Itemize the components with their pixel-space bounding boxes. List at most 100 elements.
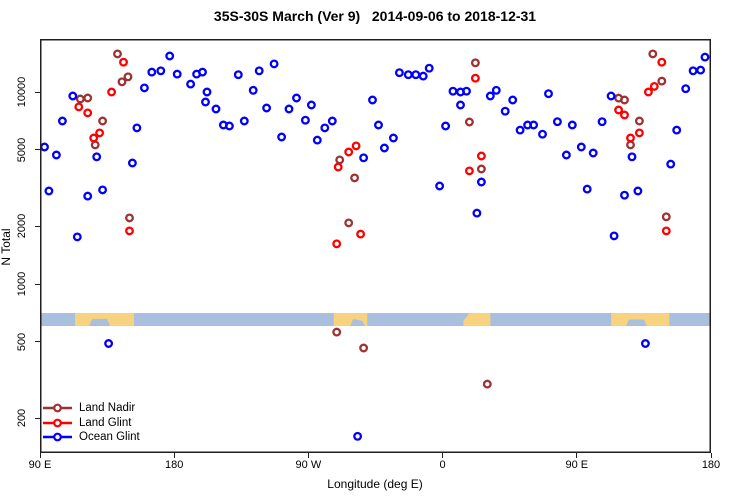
data-point bbox=[95, 128, 105, 138]
y-tick-label: 5000 bbox=[16, 137, 28, 163]
data-point bbox=[614, 105, 624, 115]
data-point bbox=[72, 232, 82, 242]
x-tick-mark bbox=[307, 453, 309, 458]
data-point bbox=[123, 72, 133, 82]
data-point bbox=[643, 87, 653, 97]
x-tick-mark bbox=[710, 453, 712, 458]
data-point bbox=[327, 116, 337, 126]
data-point bbox=[661, 226, 671, 236]
legend-marker-icon bbox=[43, 432, 72, 442]
data-point bbox=[627, 152, 637, 162]
data-point bbox=[374, 120, 383, 130]
data-point bbox=[424, 63, 434, 73]
data-point bbox=[700, 52, 710, 62]
data-point bbox=[491, 85, 501, 95]
data-point bbox=[657, 76, 667, 86]
data-point bbox=[147, 67, 157, 77]
y-tick-mark bbox=[35, 283, 40, 285]
data-point bbox=[57, 116, 67, 126]
data-point bbox=[620, 110, 629, 120]
data-point bbox=[544, 89, 553, 99]
data-point bbox=[306, 100, 316, 110]
legend-label: Ocean Glint bbox=[79, 431, 140, 444]
data-point bbox=[661, 212, 671, 222]
data-point bbox=[119, 57, 128, 67]
data-point bbox=[500, 106, 510, 116]
data-point bbox=[269, 59, 279, 69]
plot-border bbox=[40, 39, 711, 453]
x-tick-mark bbox=[442, 453, 444, 458]
data-point bbox=[98, 116, 108, 126]
data-point bbox=[344, 218, 354, 228]
y-tick-label: 1000 bbox=[16, 271, 28, 297]
data-point bbox=[320, 123, 330, 133]
data-point bbox=[359, 153, 369, 163]
data-point bbox=[51, 150, 61, 160]
data-point bbox=[657, 57, 667, 67]
legend-label: Land Glint bbox=[79, 416, 132, 429]
y-tick-label: 200 bbox=[16, 409, 28, 428]
plot-area bbox=[40, 39, 711, 453]
legend-label: Land Nadir bbox=[79, 402, 136, 415]
data-point bbox=[567, 120, 577, 130]
data-point bbox=[462, 86, 471, 96]
data-point bbox=[239, 116, 249, 126]
data-point bbox=[248, 85, 258, 95]
data-point bbox=[201, 97, 210, 107]
data-point bbox=[113, 49, 122, 59]
x-tick-mark bbox=[576, 453, 578, 458]
data-point bbox=[292, 93, 301, 103]
data-point bbox=[332, 239, 342, 249]
data-point bbox=[262, 103, 272, 113]
data-point bbox=[233, 70, 243, 80]
data-point bbox=[211, 104, 221, 114]
data-point bbox=[202, 87, 212, 97]
data-point bbox=[139, 83, 149, 93]
data-point bbox=[333, 162, 343, 172]
map-strip-coast-notch bbox=[350, 318, 366, 326]
data-point bbox=[666, 159, 676, 169]
data-point bbox=[441, 121, 451, 131]
data-point bbox=[529, 120, 539, 130]
map-strip-coast-notch bbox=[463, 313, 470, 321]
y-tick-mark bbox=[35, 149, 40, 151]
data-point bbox=[89, 133, 99, 143]
data-point bbox=[561, 150, 571, 160]
data-point bbox=[117, 77, 127, 87]
data-point bbox=[582, 184, 592, 194]
data-point bbox=[464, 166, 474, 176]
data-point bbox=[198, 67, 207, 77]
data-point bbox=[351, 141, 361, 151]
legend: Land Nadir Land Glint Ocean Glint bbox=[42, 401, 140, 445]
data-point bbox=[74, 102, 84, 112]
data-point bbox=[626, 140, 635, 150]
data-point bbox=[614, 93, 624, 103]
data-point bbox=[224, 121, 234, 131]
x-tick-mark bbox=[173, 453, 175, 458]
data-point bbox=[68, 91, 78, 101]
data-point bbox=[359, 343, 369, 353]
data-point bbox=[508, 95, 518, 105]
y-tick-label: 2000 bbox=[16, 213, 28, 239]
data-point bbox=[482, 379, 492, 389]
data-point bbox=[472, 208, 482, 218]
data-point bbox=[394, 68, 404, 78]
data-point bbox=[435, 181, 445, 191]
page-title: 35S-30S March (Ver 9) 2014-09-06 to 2018… bbox=[213, 8, 537, 24]
x-axis-title: Longitude (deg E) bbox=[327, 477, 423, 491]
data-point bbox=[476, 177, 486, 187]
data-point bbox=[620, 190, 629, 200]
data-point bbox=[448, 86, 458, 96]
data-point bbox=[403, 70, 413, 80]
data-point bbox=[356, 229, 366, 239]
data-point bbox=[98, 185, 108, 195]
data-point bbox=[626, 133, 635, 143]
data-point bbox=[83, 93, 93, 103]
data-point bbox=[609, 231, 619, 241]
y-tick-mark bbox=[35, 341, 40, 343]
data-point bbox=[552, 117, 562, 127]
x-tick-label: 90 E bbox=[28, 459, 52, 471]
data-point bbox=[634, 128, 644, 138]
data-point bbox=[75, 94, 85, 104]
legend-marker-icon bbox=[43, 418, 72, 428]
